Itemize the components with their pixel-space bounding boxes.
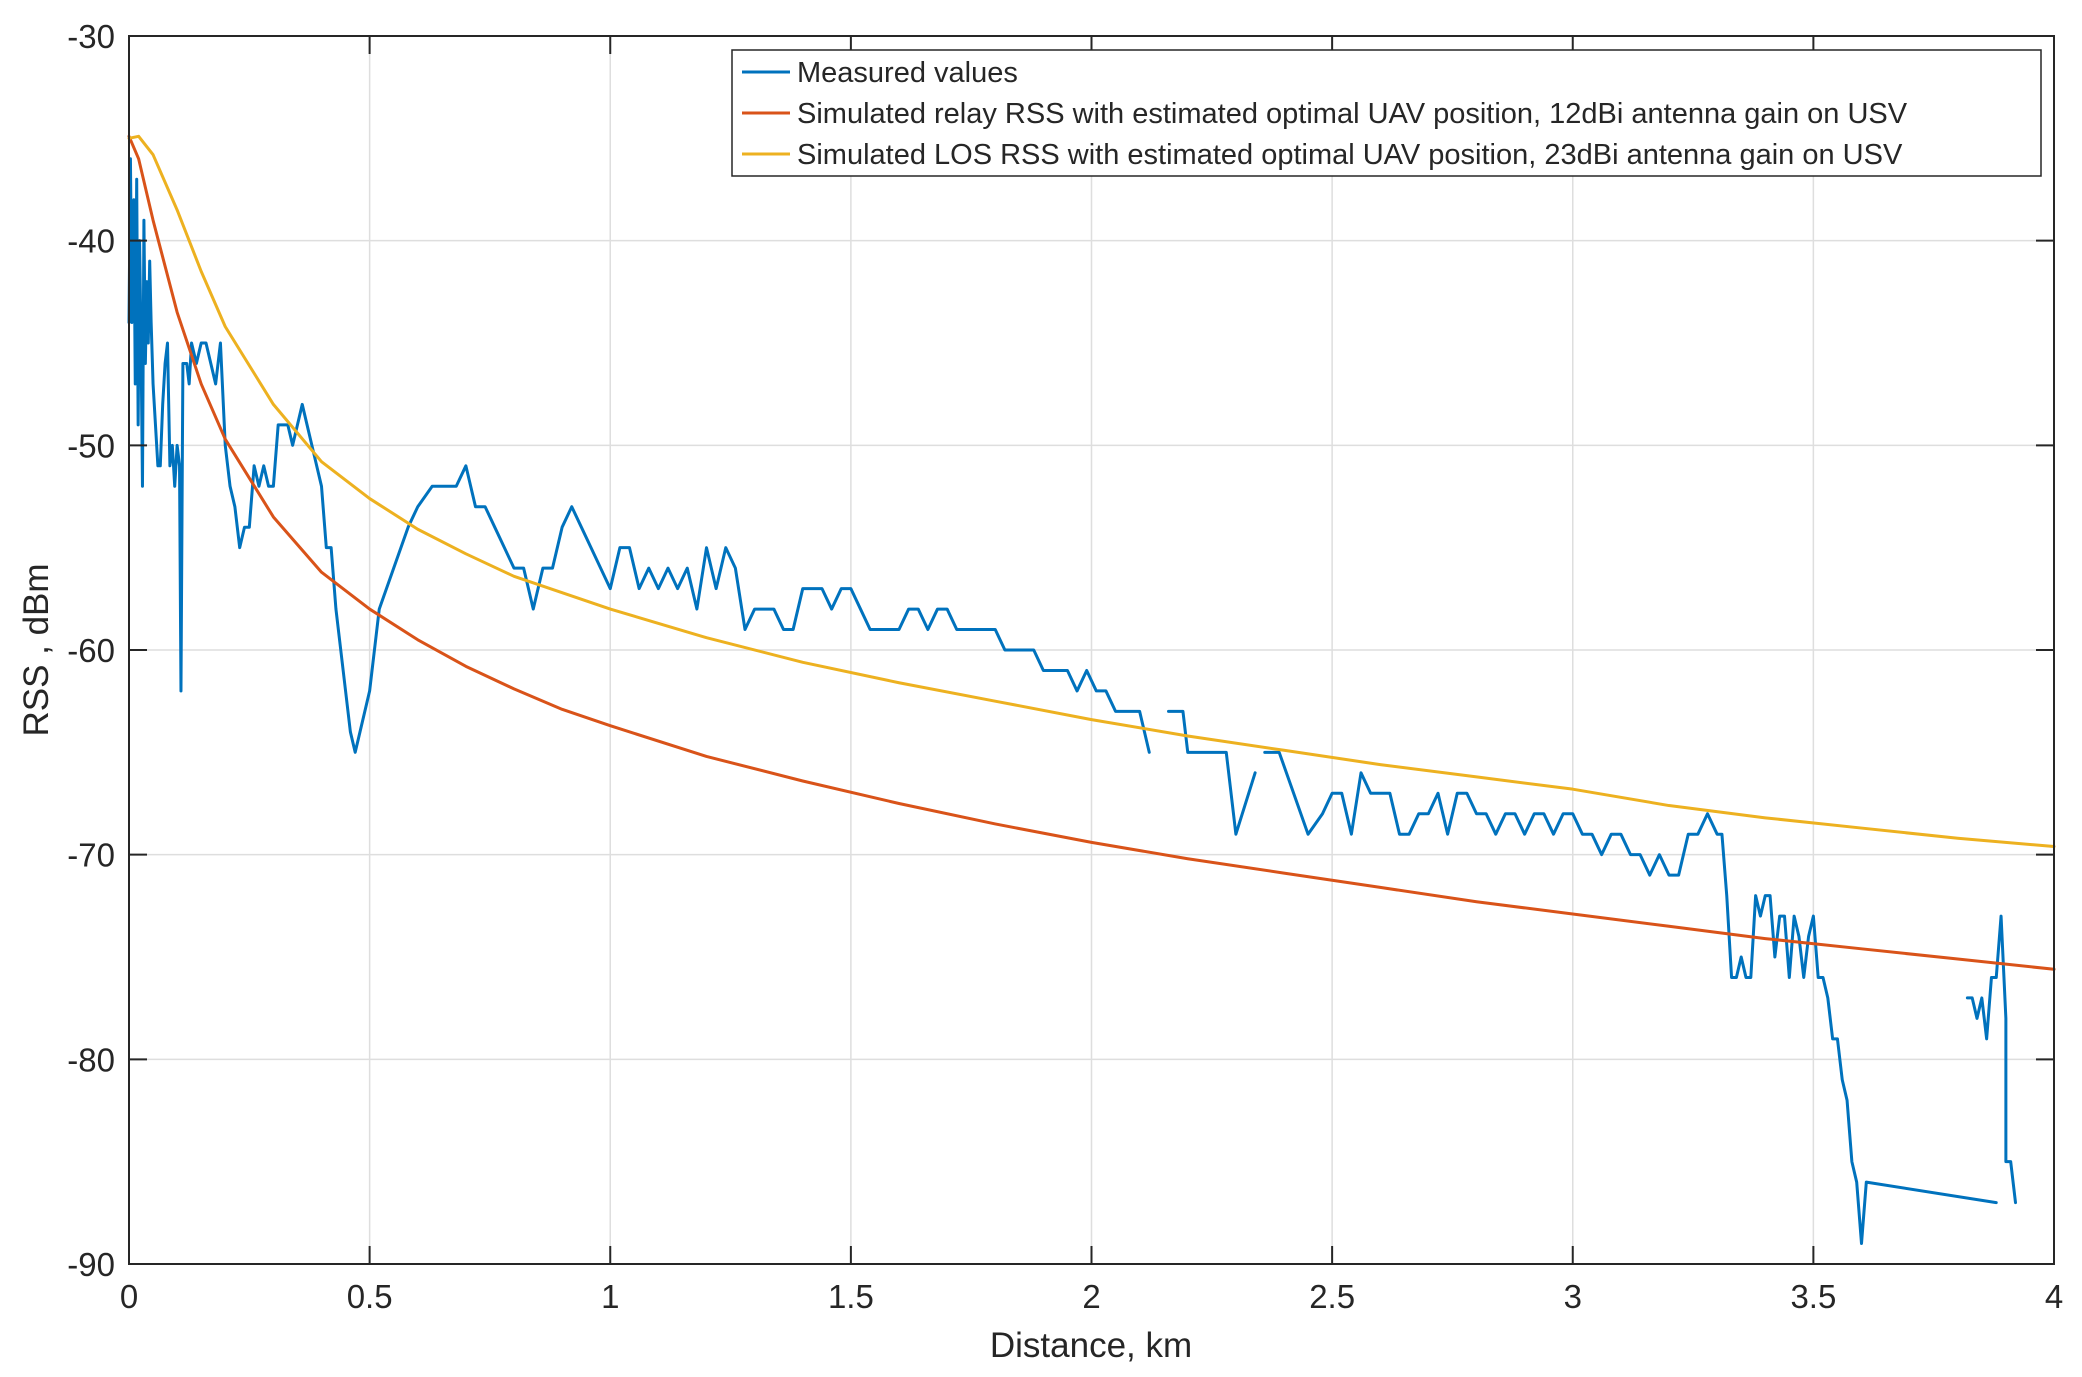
legend-box [731, 49, 2042, 177]
x-tick-label: 4 [2045, 1278, 2063, 1315]
x-tick-label: 0.5 [347, 1278, 393, 1315]
x-tick-label: 1.5 [828, 1278, 874, 1315]
y-tick-label: -80 [67, 1041, 115, 1078]
x-tick-label: 3.5 [1790, 1278, 1836, 1315]
x-tick-label: 2 [1082, 1278, 1100, 1315]
series-line-1-3 [1263, 750, 1998, 1246]
legend-label: Simulated LOS RSS with estimated optimal… [797, 139, 1903, 171]
x-tick-label: 2.5 [1309, 1278, 1355, 1315]
series-line-1-1 [127, 157, 1151, 754]
series-line-3-1 [127, 134, 2056, 848]
y-tick-labels: -90 -80 -70 -60 -50 -40 -30 [67, 18, 115, 1283]
y-tick-label: -90 [67, 1246, 115, 1283]
series-2 [127, 134, 2056, 971]
series-line-1-4 [1965, 914, 2017, 1205]
y-axis-label: RSS , dBm [17, 563, 56, 736]
y-tick-label: -40 [67, 223, 115, 260]
y-tick-label: -30 [67, 18, 115, 55]
series-layer [127, 134, 2056, 1246]
series-line-2-1 [127, 134, 2056, 971]
legend-label: Measured values [797, 57, 1018, 89]
legend-label: Simulated relay RSS with estimated optim… [797, 98, 1908, 130]
x-tick-label: 0 [120, 1278, 138, 1315]
series-3 [127, 134, 2056, 848]
series-line-1-2 [1167, 709, 1257, 836]
y-tick-label: -60 [67, 632, 115, 669]
legend: Measured values Simulated relay RSS with … [731, 49, 2042, 177]
x-tick-label: 3 [1564, 1278, 1582, 1315]
x-axis-label: Distance, km [990, 1326, 1192, 1365]
x-tick-label: 1 [601, 1278, 619, 1315]
series-1 [127, 157, 2017, 1246]
y-tick-label: -50 [67, 427, 115, 464]
x-tick-labels: 0 0.5 1 1.5 2 2.5 3 3.5 4 [120, 1278, 2063, 1315]
axis-ticks [128, 35, 2055, 1265]
y-tick-label: -70 [67, 837, 115, 874]
